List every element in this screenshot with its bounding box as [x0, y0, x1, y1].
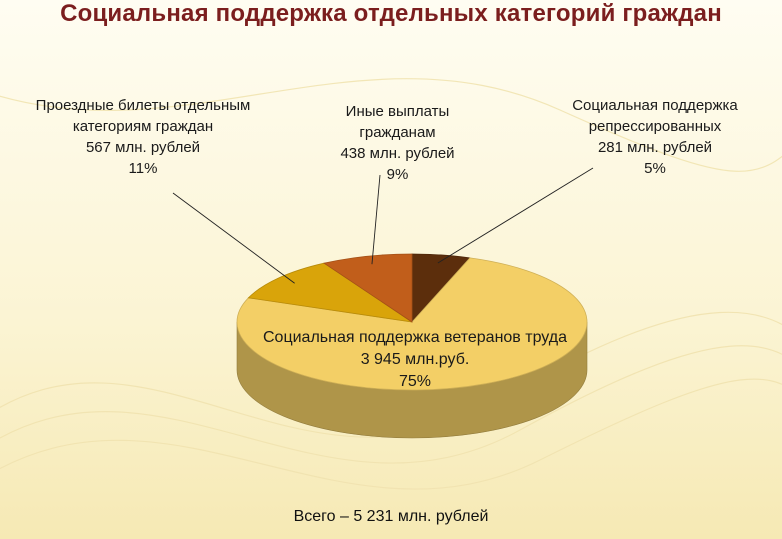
label-line: категориям граждан [72, 118, 214, 135]
label-veterans-support: Социальная поддержка ветеранов труда 3 9… [240, 327, 590, 393]
label-percent: 75% [398, 373, 432, 390]
label-percent: 5% [644, 160, 666, 177]
label-percent: 11% [128, 160, 158, 177]
label-value: 281 млн. рублей [597, 139, 713, 156]
label-line: Социальная поддержка ветеранов труда [262, 329, 567, 346]
label-percent: 9% [386, 166, 409, 183]
label-other-payments: Иные выплаты гражданам 438 млн. рублей 9… [325, 101, 470, 185]
pie-slice [236, 257, 588, 391]
total-amount: Всего – 5 231 млн. рублей [293, 508, 489, 525]
label-value: 567 млн. рублей [85, 139, 201, 156]
label-repressed-support: Социальная поддержка репрессированных 28… [560, 95, 750, 179]
label-line: Иные выплаты [345, 103, 450, 120]
label-value: 3 945 млн.руб. [360, 351, 470, 368]
leader-line [437, 167, 594, 264]
label-line: гражданам [359, 124, 436, 141]
leader-line [172, 192, 295, 284]
page-title: Социальная поддержка отдельных категорий… [60, 0, 722, 27]
pie-slice [323, 253, 413, 323]
pie-slice [247, 262, 413, 323]
label-travel-tickets: Проездные билеты отдельным категориям гр… [18, 95, 268, 179]
label-line: Социальная поддержка [572, 97, 738, 114]
label-line: репрессированных [588, 118, 722, 135]
leader-line [371, 174, 381, 265]
label-line: Проездные билеты отдельным [35, 97, 251, 114]
label-value: 438 млн. рублей [340, 145, 455, 162]
